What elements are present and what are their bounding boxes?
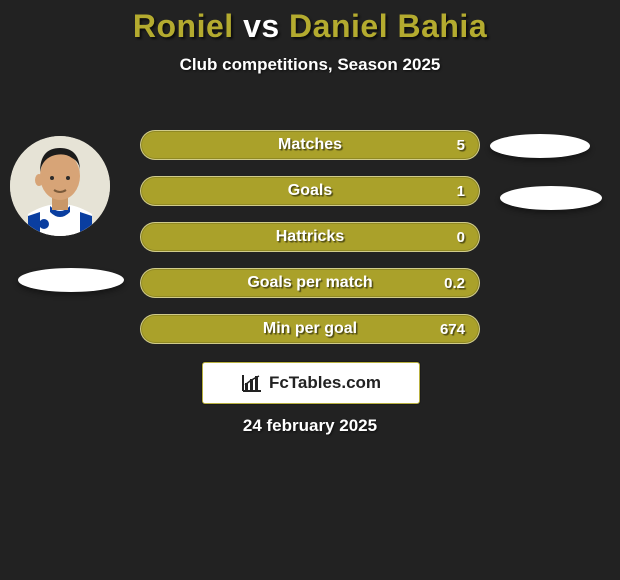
subtitle: Club competitions, Season 2025 — [0, 55, 620, 75]
player1-avatar — [10, 136, 110, 236]
stat-bar: Goals per match0.2 — [140, 268, 480, 298]
stat-label: Goals per match — [141, 269, 479, 297]
player2-name: Daniel Bahia — [289, 8, 487, 44]
brand-text: FcTables.com — [269, 373, 381, 393]
stat-value: 5 — [457, 131, 465, 159]
stats-bars: Matches5Goals1Hattricks0Goals per match0… — [140, 130, 480, 360]
comparison-title: Roniel vs Daniel Bahia — [0, 8, 620, 45]
stat-bar: Hattricks0 — [140, 222, 480, 252]
player1-name-pill — [18, 268, 124, 292]
stat-bar: Min per goal674 — [140, 314, 480, 344]
stat-value: 0.2 — [444, 269, 465, 297]
bar-chart-icon — [241, 373, 263, 393]
stat-label: Hattricks — [141, 223, 479, 251]
stat-value: 0 — [457, 223, 465, 251]
stat-value: 1 — [457, 177, 465, 205]
player2-name-pill-bottom — [500, 186, 602, 210]
stat-bar: Matches5 — [140, 130, 480, 160]
vs-text: vs — [234, 8, 289, 44]
avatar-figure-icon — [10, 136, 110, 236]
brand-box: FcTables.com — [202, 362, 420, 404]
stat-label: Min per goal — [141, 315, 479, 343]
player2-name-pill-top — [490, 134, 590, 158]
stat-bar: Goals1 — [140, 176, 480, 206]
stat-value: 674 — [440, 315, 465, 343]
stat-label: Matches — [141, 131, 479, 159]
player1-name: Roniel — [133, 8, 234, 44]
stat-label: Goals — [141, 177, 479, 205]
date-text: 24 february 2025 — [0, 416, 620, 436]
